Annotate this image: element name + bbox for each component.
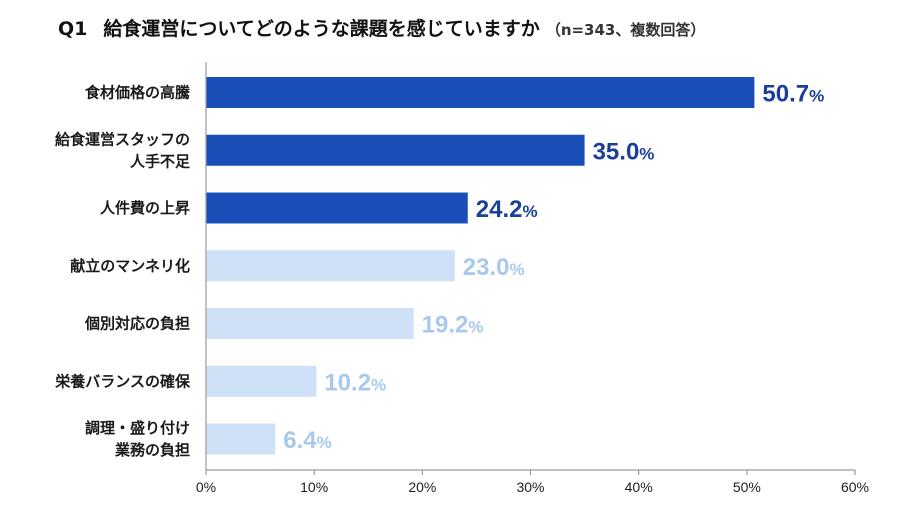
data-label-value: 10.2 — [324, 369, 371, 396]
data-label-value: 19.2 — [422, 312, 469, 339]
x-tick-label-1: 10% — [300, 479, 328, 495]
category-label-2: 給食運営スタッフの人手不足 — [55, 130, 191, 170]
question-number: Q1 — [58, 18, 88, 40]
data-label-6: 10.2% — [324, 369, 386, 396]
x-tick-label-0: 0% — [196, 479, 216, 495]
data-label-unit: % — [510, 260, 525, 279]
category-label-4: 献立のマンネリ化 — [70, 257, 190, 275]
data-label-value: 35.0 — [593, 138, 640, 165]
bar-3 — [206, 192, 468, 224]
category-label-line: 食材価格の高騰 — [85, 84, 191, 102]
data-label-7: 6.4% — [283, 427, 332, 454]
data-label-value: 24.2 — [476, 196, 523, 223]
category-label-line: 栄養バランスの確保 — [54, 372, 191, 390]
x-tick-label-5: 50% — [733, 479, 761, 495]
data-label-unit: % — [468, 318, 483, 337]
category-label-6: 栄養バランスの確保 — [54, 372, 191, 390]
data-label-unit: % — [809, 87, 824, 106]
data-label-value: 6.4 — [283, 427, 317, 454]
category-label-line: 個別対応の負担 — [84, 315, 190, 333]
bar-5 — [206, 308, 414, 339]
category-label-3: 人件費の上昇 — [100, 199, 190, 217]
x-tick-label-6: 60% — [841, 479, 869, 495]
x-tick-label-2: 20% — [408, 479, 436, 495]
data-label-4: 23.0% — [463, 254, 525, 281]
category-label-line: 献立のマンネリ化 — [70, 257, 190, 275]
bar-4 — [206, 250, 455, 282]
data-label-unit: % — [371, 375, 386, 394]
data-label-3: 24.2% — [476, 196, 538, 223]
category-label-line: 給食運営スタッフの — [55, 130, 190, 148]
data-label-2: 35.0% — [593, 138, 655, 165]
data-label-unit: % — [317, 433, 332, 452]
question-text: 給食運営についてどのような課題を感じていますか — [103, 18, 540, 40]
category-label-7: 調理・盛り付け業務の負担 — [85, 419, 190, 459]
bar-7 — [206, 423, 276, 455]
category-label-line: 調理・盛り付け — [85, 419, 190, 437]
bar-1 — [206, 77, 755, 108]
category-label-line: 人手不足 — [130, 152, 191, 170]
category-label-line: 業務の負担 — [114, 441, 190, 459]
bar-6 — [206, 365, 317, 397]
category-label-1: 食材価格の高騰 — [85, 84, 191, 102]
data-label-1: 50.7% — [762, 81, 824, 108]
sample-note: （n=343、複数回答） — [545, 21, 706, 39]
category-label-5: 個別対応の負担 — [84, 315, 190, 333]
x-tick-label-4: 40% — [625, 479, 653, 495]
bar-2 — [206, 134, 585, 166]
chart-title: Q1 給食運営についてどのような課題を感じていますか （n=343、複数回答） — [58, 14, 888, 41]
category-label-line: 人件費の上昇 — [100, 199, 190, 217]
data-label-5: 19.2% — [422, 312, 484, 339]
data-label-unit: % — [522, 202, 537, 221]
data-label-value: 50.7 — [762, 81, 809, 108]
data-label-value: 23.0 — [463, 254, 510, 281]
data-label-unit: % — [639, 144, 654, 163]
x-tick-label-3: 30% — [516, 479, 544, 495]
